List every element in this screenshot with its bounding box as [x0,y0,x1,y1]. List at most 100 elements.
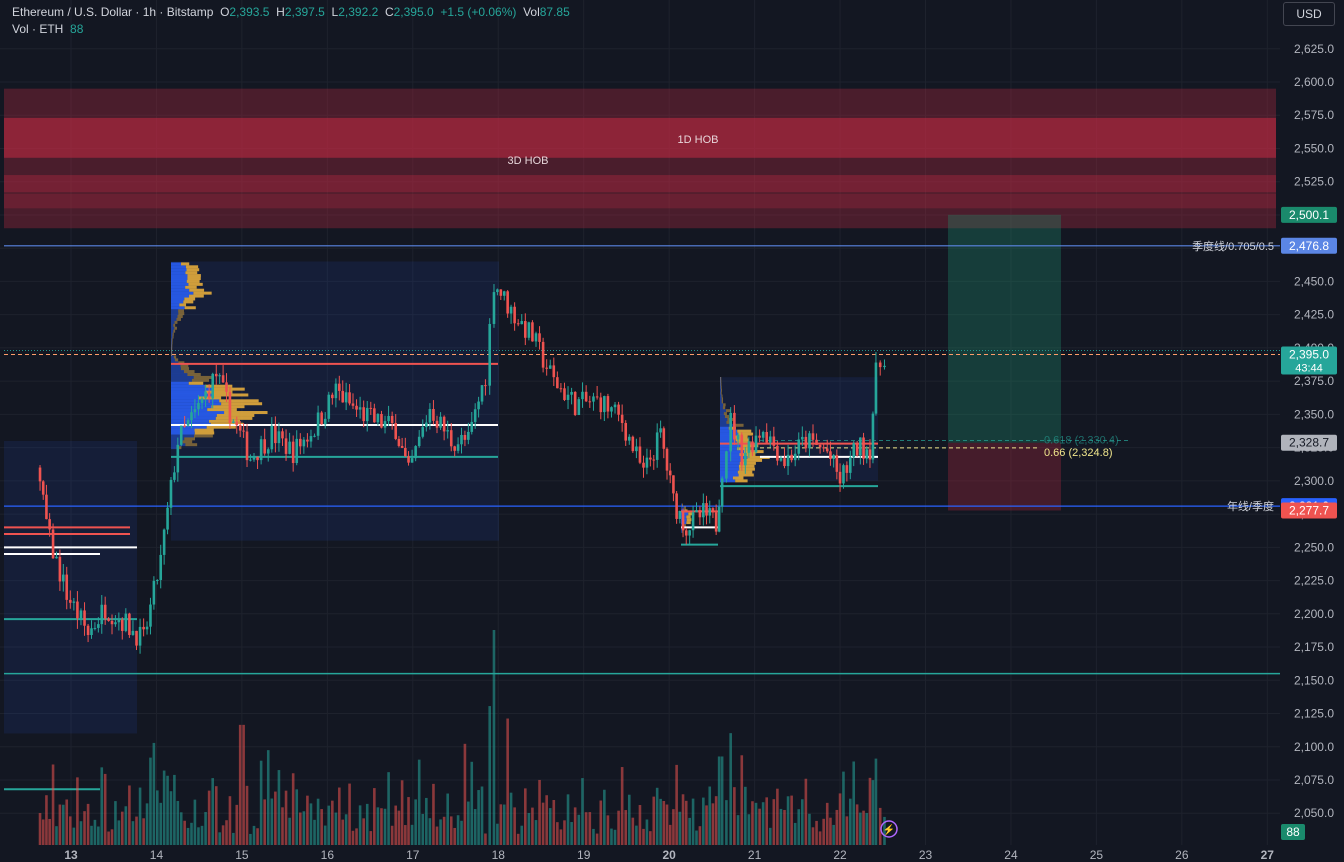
volume-bar [58,804,62,845]
candle [327,394,331,419]
candle [274,425,277,444]
candle [506,291,509,314]
volume-bar [306,795,309,845]
volume-legend[interactable]: Vol · ETH 88 [12,22,83,36]
candle [62,574,65,582]
volume-bar [822,818,825,845]
candle [306,439,309,442]
volume-bar [97,826,100,845]
fib-label-0618: 0.618 (2,330.4) [1044,434,1119,446]
profile-bar [178,309,184,313]
candle [672,475,675,494]
candle [581,391,584,400]
candle [228,391,232,423]
profile-bar [171,440,183,444]
volume-bar [327,805,331,845]
candle [825,448,829,452]
open-label: O [220,5,230,19]
volume-bar [740,755,744,845]
symbol-title[interactable]: Ethereum / U.S. Dollar · 1h · Bitstamp [12,5,214,19]
volume-bar [502,804,506,845]
profile-bar [171,347,172,351]
profile-bar [720,379,722,383]
lightning-glyph: ⚡ [883,823,895,836]
candle [645,457,649,468]
candle [76,601,79,619]
candle [397,438,401,446]
profile-bar [720,382,721,386]
volume-bar [470,761,474,845]
volume-bar [362,818,365,845]
profile-bar [171,428,195,432]
candle [624,423,628,441]
profile-bar [171,425,207,429]
candle [556,377,559,389]
volume-badge [1281,824,1305,840]
volume-bar [874,758,878,845]
high-value: 2,397.5 [284,5,325,19]
profile-bar [723,412,727,416]
currency-button[interactable]: USD [1283,2,1335,26]
volume-bar [865,813,869,845]
profile-bar [720,412,724,416]
profile-bar [171,338,173,342]
hob-zone-3d [4,88,1276,229]
profile-bar [738,464,755,468]
volume-bar [242,724,245,845]
candle [865,449,869,459]
profile-bar [171,341,173,345]
candle [655,432,659,460]
volume-bar [173,774,176,845]
profile-bar [204,390,233,394]
candle [751,441,754,453]
profile-bar [720,394,722,398]
profile-bar [720,388,721,392]
volume-bar [513,807,516,845]
volume-bar [559,829,563,845]
volume-bar [344,814,348,845]
price-tick-label: 2,050.0 [1294,806,1334,820]
volume-bar [751,801,754,845]
profile-bar [735,479,748,483]
volume-series-label: Vol · ETH [12,22,64,36]
candle [358,407,362,410]
candle [811,433,815,440]
candle [110,620,114,625]
candle [815,439,818,445]
profile-bar [171,350,172,354]
volume-bar [232,832,235,845]
volume-bar [595,833,599,845]
volume-bar [849,798,852,845]
candle [369,407,373,409]
volume-bar [635,825,638,845]
volume-bar [281,807,284,845]
candle [488,323,492,386]
volume-bar [394,805,398,845]
volume-bar [620,767,624,845]
profile-bar [720,409,726,413]
profile-bar [173,323,176,327]
profile-bar [720,400,722,404]
volume-bar [341,819,345,845]
volume-bar [793,822,797,845]
profile-bar [681,529,683,533]
profile-bar [180,364,189,368]
candle [874,362,878,414]
hob-1d-label: 1D HOB [678,134,719,146]
volume-bar [725,800,728,845]
profile-bar [720,426,729,430]
candle [41,481,45,495]
profile-bar [720,429,738,433]
candle [249,459,252,461]
candle [341,390,345,403]
profile-bar [720,376,722,380]
candle [592,396,595,402]
open-value: 2,393.5 [229,5,270,19]
volume-bar [193,799,197,845]
candle [128,613,131,635]
candle [68,599,72,603]
profile-bar [686,515,691,519]
volume-bar [460,820,463,845]
volume-profile-1 [171,355,268,450]
